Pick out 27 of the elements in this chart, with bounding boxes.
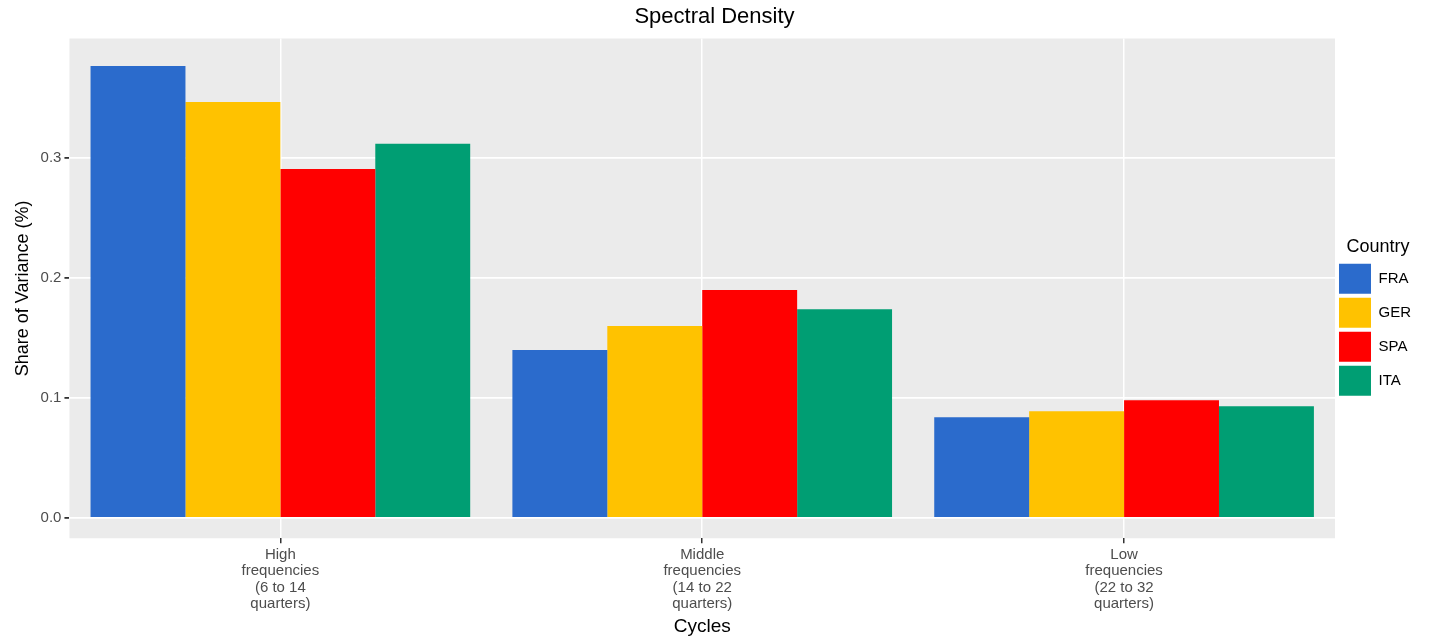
bar bbox=[512, 350, 608, 517]
bar bbox=[797, 309, 893, 517]
chart-title: Spectral Density bbox=[634, 3, 795, 29]
bar bbox=[280, 169, 376, 517]
y-axis-title: Share of Variance (%) bbox=[11, 200, 32, 377]
legend-label: FRA bbox=[1378, 268, 1409, 286]
bar bbox=[375, 143, 471, 517]
bar bbox=[1124, 400, 1219, 517]
x-tick-label: Low frequencies (22 to 32 quarters) bbox=[1085, 544, 1163, 612]
x-tick-label: Middle frequencies (14 to 22 quarters) bbox=[663, 544, 741, 612]
bar bbox=[90, 65, 186, 517]
bar bbox=[702, 290, 798, 517]
y-tick-label: 0.3 bbox=[40, 148, 62, 166]
legend-title: Country bbox=[1346, 236, 1410, 257]
x-axis-title: Cycles bbox=[673, 614, 731, 636]
bar bbox=[607, 326, 703, 517]
legend-label: SPA bbox=[1378, 336, 1408, 354]
y-tick-label: 0.2 bbox=[40, 268, 62, 286]
bar bbox=[1218, 406, 1314, 517]
bar bbox=[185, 101, 281, 517]
legend-label: GER bbox=[1378, 302, 1412, 320]
y-tick-label: 0.1 bbox=[40, 388, 62, 406]
y-tick-label: 0.0 bbox=[40, 507, 62, 525]
bar bbox=[934, 417, 1030, 517]
x-tick-label: High frequencies (6 to 14 quarters) bbox=[241, 544, 320, 612]
legend-label: ITA bbox=[1378, 370, 1401, 388]
bar bbox=[1029, 411, 1125, 517]
